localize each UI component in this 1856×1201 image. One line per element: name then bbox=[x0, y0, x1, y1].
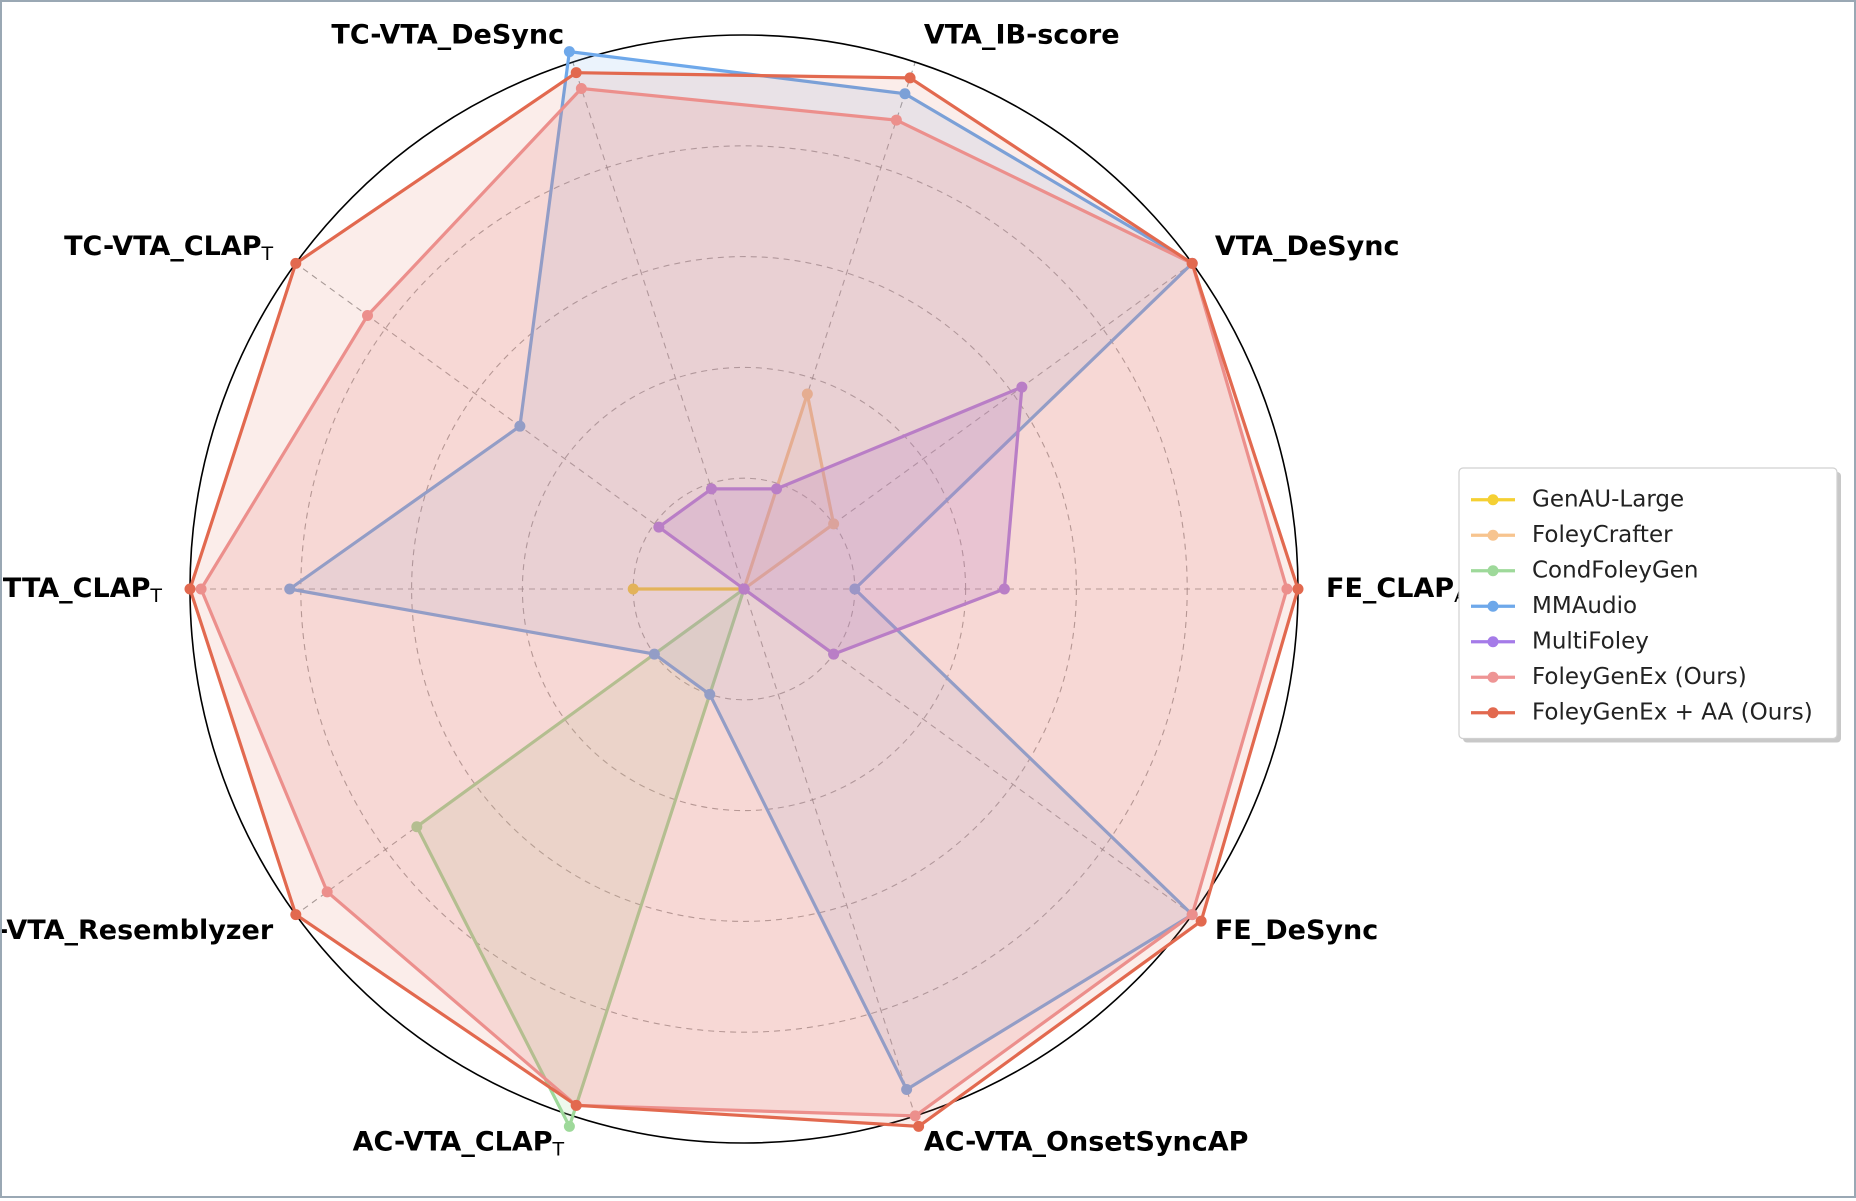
series-6-point-4 bbox=[575, 82, 587, 94]
axis-label-9: AC-VTA_OnsetSyncAP bbox=[924, 1126, 1249, 1157]
legend-label: MultiFoley bbox=[1532, 628, 1649, 654]
series-area-4 bbox=[289, 51, 1193, 1090]
legend-item-7: FoleyGenEx + AA (Ours) bbox=[1471, 699, 1813, 725]
series-3-point-8 bbox=[563, 1120, 575, 1132]
series-5-point-4 bbox=[705, 483, 717, 495]
legend-swatch-marker bbox=[1487, 636, 1499, 648]
series-5-point-1 bbox=[998, 583, 1010, 595]
series-7-point-4 bbox=[570, 67, 582, 79]
series-6-point-3 bbox=[890, 114, 902, 126]
series-layer bbox=[184, 46, 1304, 1132]
series-6-point-9 bbox=[909, 1110, 921, 1122]
series-area-5 bbox=[658, 387, 1022, 655]
legend-swatch-marker bbox=[1487, 494, 1499, 506]
legend: GenAU-Large FoleyCrafter CondFoleyGen MMAud… bbox=[1458, 467, 1841, 743]
series-5-point-10 bbox=[828, 648, 840, 660]
legend-item-5: MultiFoley bbox=[1471, 628, 1649, 654]
legend-swatch-marker bbox=[1487, 529, 1499, 541]
axis-label-name: TC-VTA_CLAP bbox=[64, 230, 261, 261]
series-5-point-3 bbox=[771, 483, 783, 495]
series-4-point-6 bbox=[284, 583, 296, 595]
series-4-point-9 bbox=[901, 1084, 913, 1096]
legend-label: GenAU-Large bbox=[1532, 486, 1684, 512]
axis-label-4: TC-VTA_DeSync bbox=[331, 19, 564, 50]
axis-label-name: AC-VTA_OnsetSyncAP bbox=[924, 1126, 1249, 1157]
series-1-point-6 bbox=[627, 583, 639, 595]
legend-label: FoleyCrafter bbox=[1532, 522, 1673, 548]
series-4-point-1 bbox=[849, 583, 861, 595]
axis-label-6: TTA_CLAPT bbox=[3, 573, 162, 607]
legend-label: MMAudio bbox=[1532, 593, 1637, 619]
axis-label-1: FE_CLAPA bbox=[1326, 573, 1467, 607]
axis-label-name: AC-VTA_Resemblyzer bbox=[2, 915, 274, 946]
legend-item-3: CondFoleyGen bbox=[1471, 557, 1699, 583]
axis-label-name: TTA_CLAP bbox=[3, 573, 150, 604]
series-7-point-9 bbox=[913, 1120, 925, 1132]
axis-label-name: AC-VTA_CLAP bbox=[353, 1126, 553, 1157]
series-6-point-1 bbox=[1281, 583, 1293, 595]
series-6-point-7 bbox=[321, 886, 333, 898]
axis-label-subscript: T bbox=[261, 242, 274, 264]
series-4-point-4 bbox=[563, 46, 575, 58]
legend-item-4: MMAudio bbox=[1471, 593, 1637, 619]
series-5 bbox=[653, 381, 1028, 660]
axis-label-name: VTA_DeSync bbox=[1215, 230, 1400, 261]
axis-label-7: AC-VTA_Resemblyzer bbox=[2, 915, 274, 946]
series-5-point-5 bbox=[653, 521, 665, 533]
spoke-4 bbox=[572, 61, 745, 590]
axis-label-name: TC-VTA_DeSync bbox=[331, 19, 564, 50]
axis-label-name: VTA_IB-score bbox=[924, 19, 1120, 50]
legend-label: FoleyGenEx + AA (Ours) bbox=[1532, 699, 1813, 725]
series-4-point-3 bbox=[899, 88, 911, 100]
series-4-point-7 bbox=[648, 648, 660, 660]
series-7-point-2 bbox=[1186, 257, 1198, 269]
series-2-point-2 bbox=[828, 518, 840, 530]
series-area-6 bbox=[201, 88, 1287, 1116]
legend-label: FoleyGenEx (Ours) bbox=[1532, 664, 1747, 690]
series-4-point-8 bbox=[704, 688, 716, 700]
axis-label-5: TC-VTA_CLAPT bbox=[64, 230, 273, 264]
axis-label-8: AC-VTA_CLAPT bbox=[353, 1126, 565, 1160]
legend-swatch-marker bbox=[1487, 707, 1499, 719]
series-4-point-5 bbox=[514, 420, 526, 432]
axis-label-2: VTA_DeSync bbox=[1215, 230, 1400, 261]
series-area-7 bbox=[190, 72, 1298, 1127]
series-6-point-10 bbox=[1186, 909, 1198, 921]
axis-label-name: FE_DeSync bbox=[1215, 915, 1378, 946]
series-3-point-7 bbox=[411, 821, 423, 833]
series-7-point-1 bbox=[1292, 583, 1304, 595]
series-5-point-9 bbox=[738, 583, 750, 595]
series-7-point-6 bbox=[184, 583, 196, 595]
series-7-point-3 bbox=[904, 72, 916, 84]
legend-label: CondFoleyGen bbox=[1532, 557, 1699, 583]
axis-labels: FE_CLAPA VTA_DeSync VTA_IB-score TC-VTA_DeS… bbox=[0, 19, 1467, 1160]
series-5-point-2 bbox=[1016, 381, 1028, 393]
legend-item-2: FoleyCrafter bbox=[1471, 522, 1673, 548]
axis-label-subscript: T bbox=[552, 1138, 565, 1160]
series-2-point-3 bbox=[801, 388, 813, 400]
series-line-5 bbox=[657, 385, 1024, 656]
series-7-point-8 bbox=[570, 1099, 582, 1111]
legend-box bbox=[1458, 467, 1838, 740]
series-7 bbox=[184, 67, 1304, 1132]
axis-label-10: FE_DeSync bbox=[1215, 915, 1378, 946]
series-area-3 bbox=[416, 589, 834, 1127]
series-6-point-5 bbox=[362, 309, 374, 321]
legend-item-6: FoleyGenEx (Ours) bbox=[1471, 664, 1747, 690]
series-7-point-10 bbox=[1195, 915, 1207, 927]
series-6-point-6 bbox=[195, 583, 207, 595]
axis-label-subscript: T bbox=[149, 585, 162, 607]
series-7-point-7 bbox=[290, 909, 302, 921]
legend-swatch-marker bbox=[1487, 565, 1499, 577]
series-area-2 bbox=[744, 394, 834, 589]
series-7-point-5 bbox=[290, 257, 302, 269]
legend-item-1: GenAU-Large bbox=[1471, 486, 1684, 512]
legend-swatch-marker bbox=[1487, 671, 1499, 683]
axis-label-3: VTA_IB-score bbox=[924, 19, 1120, 50]
spoke-9 bbox=[743, 588, 916, 1117]
legend-swatch-marker bbox=[1487, 600, 1499, 612]
axis-label-name: FE_CLAP bbox=[1326, 573, 1454, 604]
